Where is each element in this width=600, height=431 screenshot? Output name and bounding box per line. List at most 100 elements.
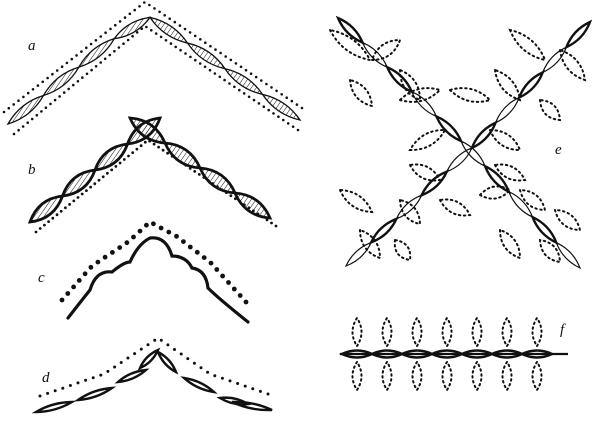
figure-b-drawing [27,116,278,234]
figure-e-leaf-17 [448,87,492,103]
figure-a-outer-dot-56 [277,115,280,118]
figure-e-leaf-19 [478,185,512,200]
figure-c-dot-10 [124,240,130,246]
figure-c-dot-3 [76,278,82,283]
figure-e-leaf-9 [358,228,382,260]
figure-a-inner-dot-7 [36,84,40,87]
figure-a-inner-dot-54 [270,86,273,89]
figure-d-oval-7 [231,400,273,412]
figure-a-inner-dot-17 [85,46,88,50]
figure-b-dot-30 [161,148,165,152]
figure-b-dot-18 [110,168,114,172]
figure-a-outer-dot-42 [208,68,212,72]
figure-a-outer-dot-31 [154,32,158,35]
figure-c-dot-7 [102,254,108,260]
figure-a-outer-dot-12 [67,87,70,91]
figure-a-outer-dot-22 [113,49,116,53]
figure-a-inner-dot-35 [173,20,177,24]
figure-d-dot-32 [266,392,270,396]
figure-d-oval-2 [114,368,150,384]
figure-a-inner-dot-50 [249,72,253,75]
figure-a-outer-dot-3 [26,121,30,124]
figure-b-dot-36 [188,167,192,170]
figure-a-inner-dot-19 [94,39,98,42]
figure-d-dot-26 [220,376,224,380]
figure-a-inner-dot-31 [153,7,156,10]
figure-b-dot-16 [101,175,105,179]
figure-a-outer-dot-39 [194,58,197,62]
figure-d-dot-30 [251,387,255,391]
figure-e-leaf-1 [348,78,374,108]
figure-a-outer-dot-36 [179,48,182,52]
figure-a-outer-dot-57 [282,118,285,122]
figure-a-inner-dot-9 [46,76,49,80]
figure-b-dot-41 [211,182,215,185]
figure-c-dot-20 [194,249,200,255]
figure-e-cord-2-twist-6 [419,169,450,198]
figure-a-inner-dot-46 [229,58,233,62]
figure-a-inner-dot-36 [178,24,182,27]
figure-a-outer-dot-37 [184,52,187,55]
figure-f-loop-top-5 [501,316,513,348]
figure-d-oval-1 [73,386,117,402]
figure-c-dot-12 [137,228,143,234]
figure-e-leaf-20 [408,128,447,152]
figure-a-outer-dot-52 [257,102,261,105]
figure-b-lozenge-1-2 [197,166,238,195]
figure-a-outer-dot-29 [145,25,148,29]
figure-d-dot-4 [68,384,72,387]
figure-b-dot-9 [72,199,76,203]
figure-b-dot-24 [135,147,139,151]
figure-a-inner-dot-39 [193,34,197,38]
figure-a-inner-dot-25 [123,16,127,19]
figure-b-dot-4 [51,216,55,220]
figure-c-dot-18 [181,239,186,245]
figure-c-dot-28 [243,299,249,305]
figure-b-dot-10 [76,196,80,199]
figure-d-dot-21 [186,357,190,361]
figure-f-loop-top-1 [381,316,393,348]
figure-b-dot-33 [175,157,179,161]
figure-c-dot-26 [231,286,237,292]
figure-f-loop-top-3 [441,316,453,348]
figure-a-inner-dot-43 [214,48,217,51]
figure-a-inner-dot-29 [143,1,146,4]
figure-a-outer-dot-4 [30,117,34,121]
figure-a-drawing [2,1,304,136]
figure-a-inner-dot-6 [31,88,35,91]
figure-b-dot-32 [170,154,174,158]
figure-a-outer-dot-15 [81,76,84,79]
figure-b-dot-46 [234,197,237,201]
figure-a-inner-dot-13 [65,61,69,65]
figure-a-outer-dot-54 [267,108,271,112]
figure-f-label: f [560,322,565,338]
figure-b-dot-8 [68,203,71,206]
figure-a-outer-dot-19 [99,61,102,64]
figure-a-inner-dot-40 [199,38,202,41]
figure-a-inner-dot-21 [104,31,107,34]
figure-a-outer-dot-6 [40,110,43,113]
figure-a-outer-dot-17 [90,68,93,72]
figure-c-dot-22 [208,260,214,266]
figure-e-leaf-0 [328,28,372,62]
figure-a-inner-dot-55 [275,89,278,93]
figure-a-outer-dot-14 [76,80,80,83]
figure-d-dot-18 [166,343,170,347]
figure-a-inner-dot-10 [51,72,54,76]
figure-d-dot-24 [206,370,210,374]
figure-d-oval-3 [137,347,161,371]
figure-b-dot-42 [215,185,219,189]
figure-d-dot-23 [199,366,203,370]
figure-a-outer-dot-20 [103,57,107,61]
figure-a-leaf-4 [148,16,189,45]
figure-a-outer-dot-32 [159,35,163,39]
figure-d-dot-11 [119,361,123,364]
figure-a-leaf-2 [77,37,116,69]
figure-a-inner-dot-37 [183,27,187,31]
figure-b-dot-5 [55,213,59,217]
figure-a-outer-dot-9 [53,98,57,102]
figure-d-dot-0 [38,394,42,398]
figure-b-dot-25 [139,144,143,148]
figure-d-dot-2 [53,389,57,393]
